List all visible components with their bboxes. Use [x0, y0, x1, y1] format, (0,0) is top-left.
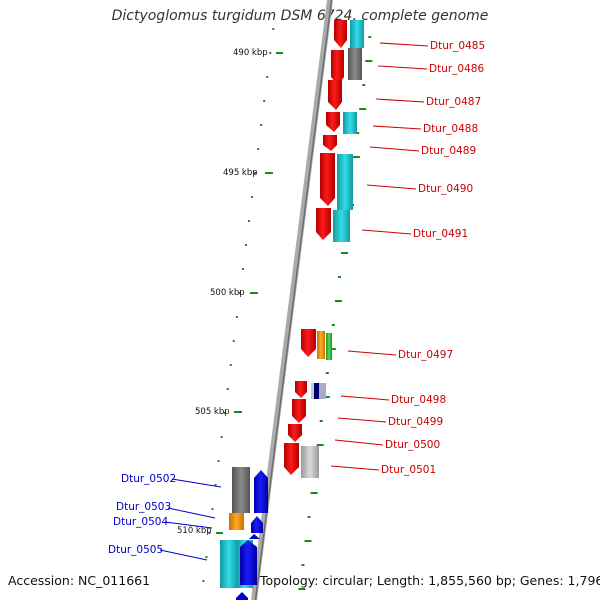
forward-strand-genes [284, 20, 364, 478]
gene-label[interactable]: Dtur_0491 [413, 228, 468, 240]
gene-label[interactable]: Dtur_0488 [423, 123, 478, 135]
gene-label[interactable]: Dtur_0498 [391, 394, 446, 406]
gene-label[interactable]: Dtur_0490 [418, 183, 473, 195]
gene-blue[interactable] [254, 470, 268, 513]
gene-green[interactable] [326, 333, 332, 360]
gene-navy[interactable] [314, 383, 319, 399]
gene-dtur-0503[interactable] [229, 513, 244, 530]
gene-dtur-0500[interactable] [288, 424, 302, 442]
genome-summary-text: Topology: circular; Length: 1,855,560 bp… [260, 573, 600, 588]
accession-text: Accession: NC_011661 [8, 573, 151, 588]
gene-dtur-0488[interactable] [326, 112, 340, 132]
gene-label[interactable]: Dtur_0489 [421, 145, 476, 157]
gene-dtur-0485[interactable] [334, 20, 347, 48]
gene-label[interactable]: Dtur_0497 [398, 349, 453, 361]
gene-blue[interactable] [240, 540, 257, 585]
gene-dtur-0505[interactable] [220, 540, 238, 588]
gene-blue[interactable] [249, 534, 260, 539]
gene-cyan[interactable] [337, 154, 353, 210]
kbp-label: 505 kbp [195, 407, 230, 417]
gene-dtur-0502[interactable] [232, 467, 250, 513]
gene-light-gray[interactable] [301, 446, 319, 478]
gene-cyan[interactable] [343, 112, 357, 134]
gene-dtur-0490[interactable] [320, 153, 335, 206]
gene-blue[interactable] [236, 592, 248, 600]
kbp-label: 490 kbp [233, 48, 268, 58]
gene-dtur-0491[interactable] [316, 208, 331, 240]
gene-orange[interactable] [317, 331, 325, 359]
gene-cyan[interactable] [333, 210, 350, 242]
kbp-scale: 490 kbp 495 kbp 500 kbp 505 kbp 510 kbp [177, 48, 283, 536]
gene-blue[interactable] [251, 516, 263, 533]
genome-backbone-edge [254, 0, 333, 600]
gene-dtur-0487[interactable] [328, 80, 342, 110]
gene-label[interactable]: Dtur_0486 [429, 63, 484, 75]
gene-label[interactable]: Dtur_0500 [385, 439, 440, 451]
gene-label[interactable]: Dtur_0502 [121, 473, 176, 485]
gene-dtur-0498[interactable] [295, 381, 307, 398]
gene-labels-left: Dtur_0502 Dtur_0503 Dtur_0504 Dtur_0505 [108, 473, 222, 561]
kbp-label: 495 kbp [223, 168, 258, 178]
gene-label[interactable]: Dtur_0501 [381, 464, 436, 476]
reverse-strand-genes [220, 467, 268, 600]
gene-label[interactable]: Dtur_0503 [116, 501, 171, 513]
gene-dtur-0499[interactable] [292, 399, 306, 423]
gene-dtur-0489[interactable] [323, 135, 337, 151]
kbp-label: 510 kbp [177, 526, 212, 536]
gene-dtur-0486[interactable] [331, 50, 344, 85]
gene-dtur-0501[interactable] [284, 443, 299, 475]
genome-title: Dictyoglomus turgidum DSM 6724, complete… [111, 8, 489, 24]
gene-label[interactable]: Dtur_0505 [108, 544, 163, 556]
gene-pale[interactable] [319, 383, 326, 399]
gene-dtur-0497[interactable] [301, 329, 316, 357]
gene-label[interactable]: Dtur_0504 [113, 516, 168, 528]
kbp-label: 500 kbp [210, 288, 245, 298]
gene-label[interactable]: Dtur_0487 [426, 96, 481, 108]
gene-label[interactable]: Dtur_0499 [388, 416, 443, 428]
gene-cyan[interactable] [350, 20, 364, 48]
gene-label[interactable]: Dtur_0485 [430, 40, 485, 52]
gene-labels-right: Dtur_0485 Dtur_0486 Dtur_0487 Dtur_0488 … [330, 40, 485, 476]
tick-marks-left [202, 28, 275, 582]
gene-gray[interactable] [348, 48, 362, 80]
